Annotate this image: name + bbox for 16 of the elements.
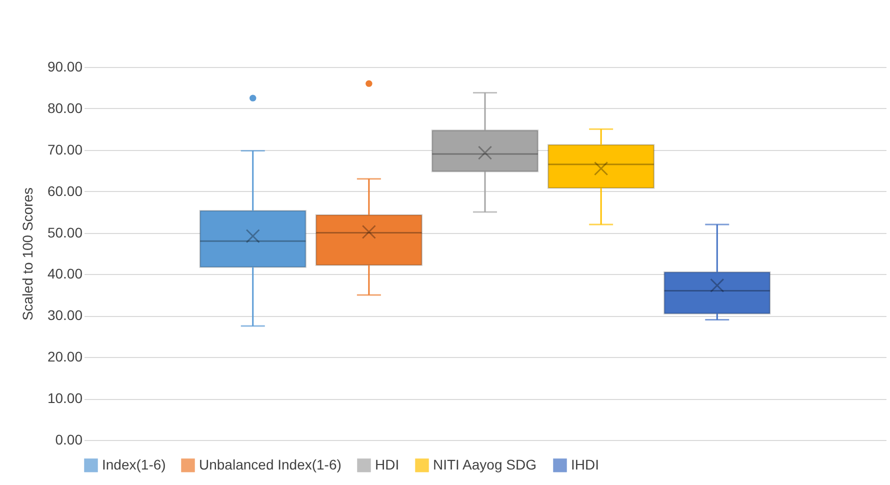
y-tick-label: 80.00: [47, 100, 83, 116]
y-axis-title: Scaled to 100 Scores: [19, 187, 36, 321]
y-tick-label: 70.00: [47, 141, 83, 158]
y-tick-label: 20.00: [47, 348, 83, 365]
y-tick-label: 0.00: [55, 432, 83, 448]
y-tick-label: 40.00: [47, 266, 83, 282]
legend-label: Index(1-6): [102, 456, 166, 472]
y-tick-label: 50.00: [47, 224, 83, 240]
legend-label: IHDI: [571, 456, 599, 472]
legend-label: HDI: [375, 456, 400, 472]
y-tick-label: 30.00: [47, 307, 83, 324]
legend-label: NITI Aayog SDG: [433, 456, 536, 472]
y-tick-label: 10.00: [47, 390, 83, 406]
legend-label: Unbalanced Index(1-6): [199, 456, 342, 472]
y-tick-label: 60.00: [47, 182, 83, 199]
y-tick-label: 90.00: [47, 58, 83, 74]
